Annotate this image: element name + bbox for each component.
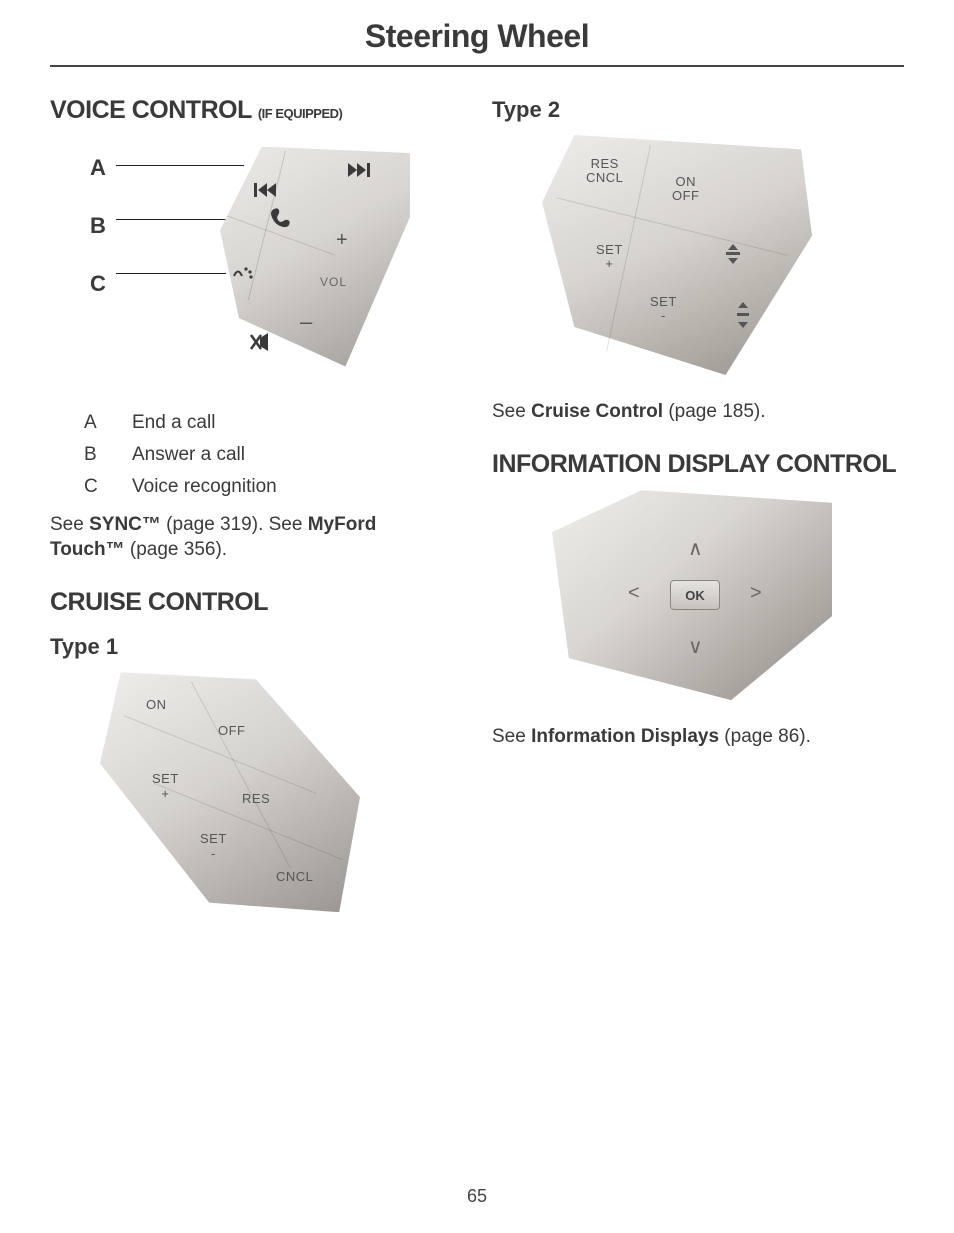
arrow-right-icon: > [750,582,762,605]
cruise-type1-diagram: ON OFF SET + RES SET - CNCL [100,672,360,912]
myford-page: (page 356). [125,539,227,560]
right-column: Type 2 RES CNCL ON OFF SET + SET - See C… [492,97,904,912]
voice-control-pad: + VOL – [220,147,410,367]
page-number: 65 [0,1186,954,1207]
cruise-type1-heading: Type 1 [50,634,462,660]
cc-ref-page: (page 185). [663,401,765,422]
volume-plus: + [336,229,348,252]
arrow-up-icon: ∧ [688,536,703,561]
voice-control-qualifier: (IF EQUIPPED) [258,106,343,121]
info-display-heading: INFORMATION DISPLAY CONTROL [492,451,904,479]
voice-control-callout-labels: A B C [90,155,106,329]
cruise-type1-pad-shape [100,672,360,912]
legend-key-c: C [84,476,102,498]
info-display-link[interactable]: Information Displays [531,726,719,747]
voice-control-reference: See SYNC™ (page 319). See MyFord Touch™ … [50,512,450,563]
seek-back-icon [254,181,280,199]
cc2-res-cncl: RES CNCL [586,157,623,186]
legend-row-b: B Answer a call [84,444,462,466]
sync-link[interactable]: SYNC™ [89,514,161,535]
cruise-type2-heading: Type 2 [492,97,904,123]
ok-button: OK [670,580,720,610]
id-ref-page: (page 86). [719,726,811,747]
cruise-type2-pad-shape [542,135,812,375]
ref-prefix-1: See [50,514,89,535]
cc2-set-plus: SET + [596,243,623,272]
voice-control-heading: VOICE CONTROL (IF EQUIPPED) [50,97,462,125]
voice-control-diagram: A B C [90,137,410,382]
voice-icon [232,265,256,287]
cruise-type2-diagram: RES CNCL ON OFF SET + SET - [542,135,812,375]
cc-ref-prefix: See [492,401,531,422]
cc1-set-minus: SET - [200,832,227,861]
arrow-down-icon: ∨ [688,634,703,659]
sync-page: (page 319). See [161,514,308,535]
legend-key-a: A [84,412,102,434]
legend-row-c: C Voice recognition [84,476,462,498]
voice-control-legend: A End a call B Answer a call C Voice rec… [84,412,462,498]
cc1-res: RES [242,792,270,806]
cc1-on: ON [146,698,167,712]
leader-line-c [116,273,226,275]
legend-text-c: Voice recognition [132,476,277,498]
callout-c: C [90,271,106,297]
cruise-control-link[interactable]: Cruise Control [531,401,663,422]
legend-row-a: A End a call [84,412,462,434]
gap-decrease-icon [732,301,754,329]
volume-label: VOL [320,275,347,289]
volume-minus: – [300,309,312,335]
seek-forward-icon [348,161,374,179]
left-column: VOICE CONTROL (IF EQUIPPED) A B C [50,97,462,912]
gap-increase-icon [722,243,744,265]
page-title: Steering Wheel [50,0,904,67]
id-ref-prefix: See [492,726,531,747]
mute-icon [250,331,280,353]
cruise-control-heading: CRUISE CONTROL [50,589,462,617]
cc2-set-minus: SET - [650,295,677,324]
cruise-control-reference: See Cruise Control (page 185). [492,399,892,425]
legend-text-b: Answer a call [132,444,245,466]
callout-b: B [90,213,106,239]
cc2-on-off: ON OFF [672,175,700,204]
voice-control-pad-shape [220,147,410,367]
info-display-reference: See Information Displays (page 86). [492,724,892,750]
arrow-left-icon: < [628,582,640,605]
legend-key-b: B [84,444,102,466]
content-columns: VOICE CONTROL (IF EQUIPPED) A B C [0,67,954,912]
phone-icon [270,207,292,229]
cc1-set-plus: SET + [152,772,179,801]
legend-text-a: End a call [132,412,215,434]
voice-control-heading-text: VOICE CONTROL [50,96,251,124]
cc1-off: OFF [218,724,246,738]
info-display-diagram: OK ∧ ∨ < > [552,490,832,700]
callout-a: A [90,155,106,181]
cc1-cncl: CNCL [276,870,313,884]
